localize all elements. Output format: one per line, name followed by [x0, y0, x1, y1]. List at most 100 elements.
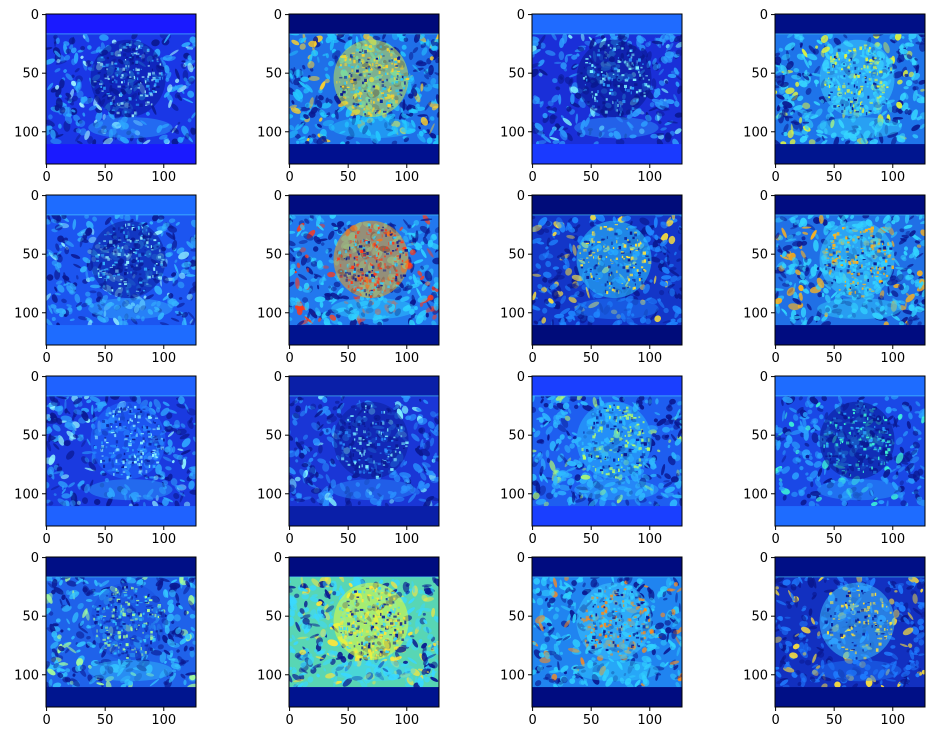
texture-speck — [140, 305, 147, 311]
heatmap-image — [289, 195, 439, 345]
texture-speck — [880, 227, 890, 233]
object-speck — [608, 227, 613, 231]
texture-speck — [658, 68, 664, 76]
texture-speck — [776, 266, 782, 271]
texture-speck — [668, 263, 674, 268]
texture-speck — [905, 293, 915, 303]
texture-speck — [631, 313, 635, 317]
texture-speck — [296, 251, 302, 257]
object-speck — [883, 84, 885, 87]
object-speck — [135, 248, 139, 251]
texture-speck — [430, 233, 437, 242]
object-speck — [853, 97, 855, 99]
texture-speck — [782, 244, 793, 251]
object-speck — [827, 71, 830, 74]
object-speck — [638, 62, 640, 66]
object-speck — [618, 246, 622, 250]
texture-speck — [50, 138, 62, 145]
texture-speck — [916, 270, 923, 277]
texture-speck — [651, 78, 657, 90]
top-band — [289, 195, 439, 215]
object-speck — [139, 94, 143, 97]
texture-speck — [327, 294, 334, 300]
texture-speck — [555, 217, 564, 229]
object-tail — [331, 298, 416, 320]
texture-speck — [783, 309, 788, 317]
texture-speck — [130, 317, 138, 325]
object-speck — [834, 264, 836, 269]
texture-speck — [649, 245, 653, 249]
object-speck — [139, 55, 142, 58]
object-speck — [363, 289, 366, 293]
object-speck — [852, 238, 855, 242]
texture-speck — [659, 98, 669, 109]
y-tick-label: 100 — [14, 306, 39, 321]
object-speck — [389, 230, 391, 233]
texture-speck — [54, 50, 61, 58]
object-speck — [639, 241, 641, 245]
texture-speck — [802, 258, 807, 265]
object-speck — [848, 261, 851, 264]
object-speck — [833, 105, 837, 108]
object-blob — [333, 39, 409, 118]
object-speck — [611, 288, 614, 292]
texture-speck — [905, 42, 915, 47]
texture-speck — [46, 293, 52, 303]
texture-speck — [532, 45, 537, 53]
object-speck — [889, 250, 892, 252]
texture-speck — [84, 97, 94, 105]
object-speck — [140, 44, 144, 48]
texture-speck — [908, 37, 913, 43]
texture-speck — [673, 94, 678, 102]
object-speck — [391, 105, 394, 108]
texture-speck — [791, 74, 801, 80]
object-speck — [372, 236, 376, 240]
texture-speck — [905, 79, 913, 87]
object-speck — [129, 240, 132, 243]
object-speck — [602, 74, 605, 77]
object-speck — [120, 77, 123, 79]
object-speck — [870, 78, 872, 80]
object-speck — [856, 67, 860, 71]
texture-speck — [408, 109, 419, 114]
texture-speck — [108, 128, 114, 140]
object-speck — [352, 106, 355, 110]
texture-speck — [328, 60, 334, 67]
object-speck — [377, 231, 381, 234]
object-speck — [141, 225, 143, 227]
texture-speck — [415, 230, 419, 242]
texture-speck — [56, 254, 63, 263]
texture-speck — [779, 216, 788, 222]
texture-speck — [177, 281, 185, 289]
texture-speck — [289, 130, 298, 139]
texture-speck — [146, 488, 154, 498]
object-speck — [632, 99, 635, 102]
texture-speck — [64, 399, 67, 411]
texture-speck — [325, 97, 329, 104]
texture-speck — [80, 96, 86, 105]
object-speck — [140, 81, 143, 84]
object-speck — [124, 272, 127, 276]
object-speck — [391, 265, 395, 267]
object-speck — [857, 75, 860, 78]
texture-speck — [73, 263, 82, 269]
object-speck — [645, 75, 648, 77]
texture-speck — [823, 225, 829, 236]
texture-speck — [61, 298, 67, 304]
object-speck — [634, 231, 638, 234]
texture-speck — [415, 247, 420, 251]
texture-speck — [121, 299, 130, 307]
texture-speck — [535, 101, 543, 105]
texture-speck — [532, 299, 536, 305]
texture-speck — [659, 281, 668, 287]
object-speck — [876, 271, 880, 274]
object-speck — [127, 82, 130, 86]
object-speck — [644, 90, 647, 93]
object-speck — [112, 244, 116, 246]
texture-speck — [89, 61, 94, 65]
object-speck — [100, 85, 103, 88]
object-speck — [359, 92, 363, 94]
texture-speck — [659, 259, 664, 264]
texture-speck — [344, 121, 349, 128]
object-speck — [350, 240, 352, 244]
